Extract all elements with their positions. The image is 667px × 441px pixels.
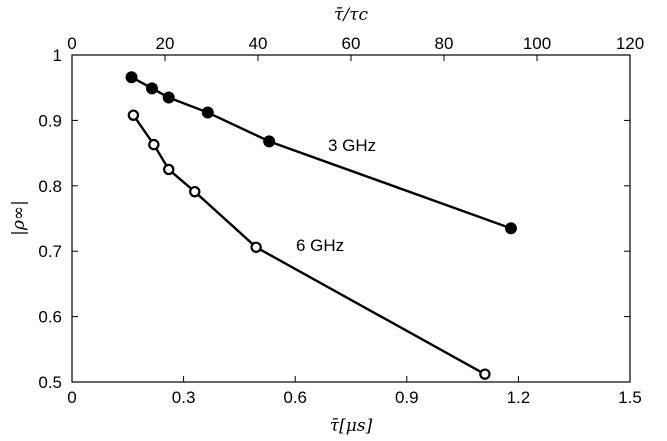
- x-tick-label: 1.5: [618, 388, 642, 407]
- series-label-6ghz: 6 GHz: [296, 236, 344, 255]
- y-tick-label: 0.7: [38, 242, 62, 261]
- data-point: [504, 222, 517, 235]
- x2-tick-label: 20: [156, 34, 175, 53]
- x-tick-label: 0.9: [395, 388, 419, 407]
- data-point: [189, 185, 201, 198]
- series-label-3ghz: 3 GHz: [328, 136, 376, 155]
- data-point: [479, 368, 491, 380]
- x-tick-label: 0.3: [172, 388, 196, 407]
- data-point: [148, 138, 160, 151]
- y-axis-label: |ρ∞|: [9, 200, 29, 236]
- data-point: [201, 106, 214, 119]
- x2-tick-label: 0: [67, 34, 76, 53]
- data-point: [145, 82, 158, 95]
- y-tick-label: 1: [53, 46, 62, 65]
- y-tick-label: 0.8: [38, 177, 62, 196]
- data-point: [127, 109, 140, 121]
- series-line-0: [130, 76, 512, 230]
- x2-axis-label: τ̄/τc: [334, 5, 369, 25]
- x2-tick-label: 40: [249, 34, 268, 53]
- data-point: [263, 135, 276, 148]
- data-point: [162, 91, 175, 104]
- axis-ticks: 0 0.3 0.6 0.9 1.2 1.5 0 20 40 60 80 100 120 0.5 0.6 0.7…: [38, 34, 644, 407]
- x-tick-label: 0.6: [283, 388, 307, 407]
- x2-tick-label: 100: [523, 34, 551, 53]
- data-point: [163, 163, 175, 176]
- data-point: [125, 71, 138, 84]
- y-tick-label: 0.5: [38, 373, 62, 392]
- x-tick-label: 1.2: [507, 388, 531, 407]
- series-group: [125, 71, 517, 380]
- data-point: [250, 241, 262, 253]
- y-tick-label: 0.9: [38, 111, 62, 130]
- y-tick-label: 0.6: [38, 308, 62, 327]
- plot-frame: [71, 54, 631, 383]
- x2-tick-label: 80: [435, 34, 454, 53]
- x-axis-label: τ̄[μs]: [330, 416, 373, 436]
- x2-tick-label: 60: [342, 34, 361, 53]
- x2-tick-label: 120: [616, 34, 644, 53]
- x-tick-label: 0: [67, 388, 76, 407]
- series-line-1: [132, 114, 486, 376]
